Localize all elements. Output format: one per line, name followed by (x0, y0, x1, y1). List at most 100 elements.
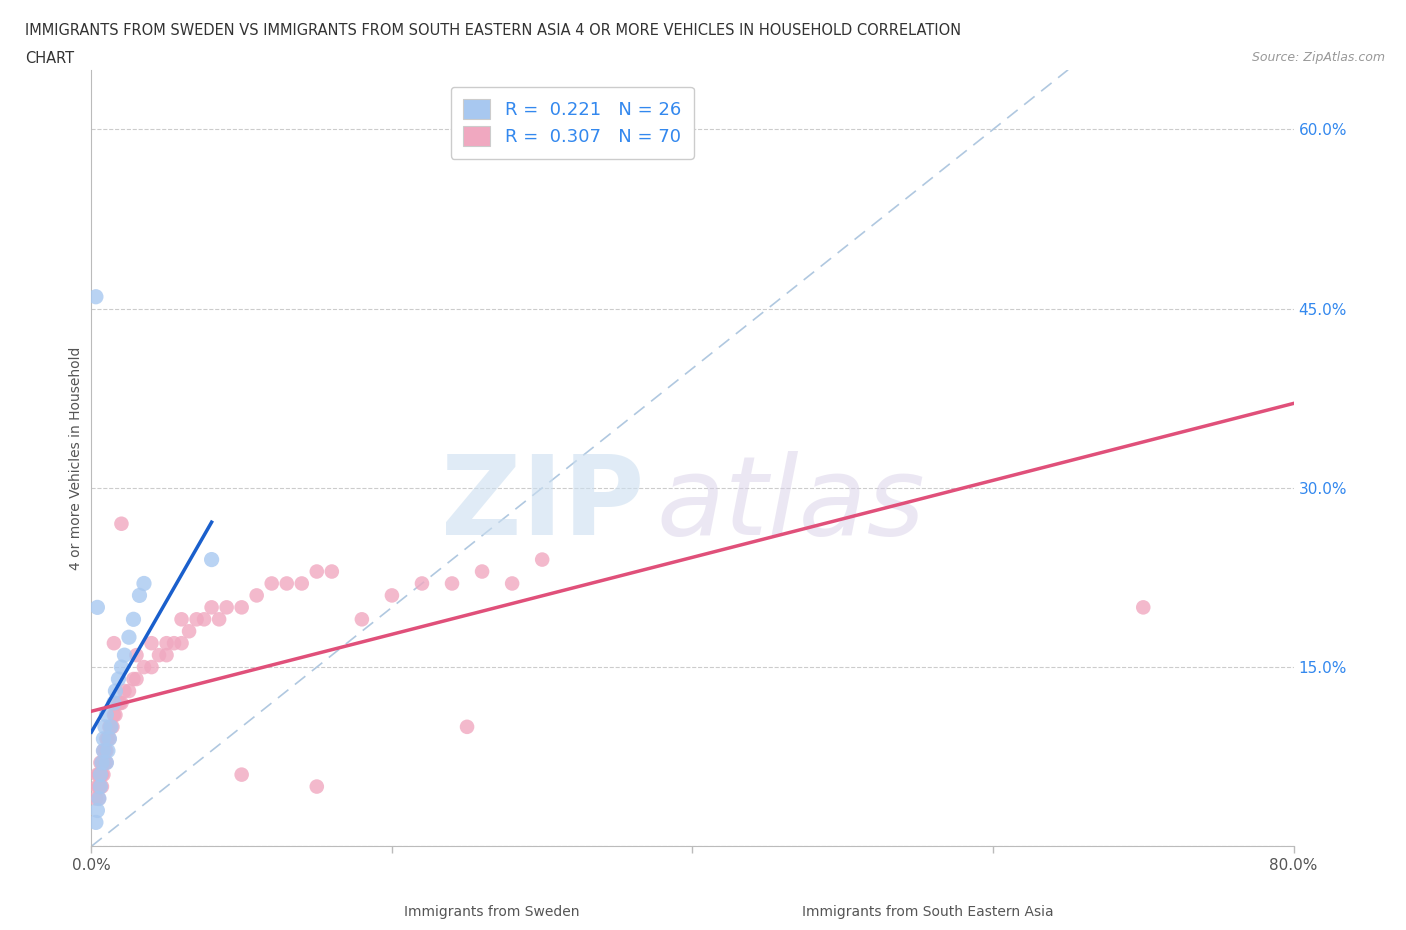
Text: CHART: CHART (25, 51, 75, 66)
Point (87, 791, 110, 806)
Point (86, 600, 108, 615)
Point (170, 636, 193, 651)
Point (125, 671, 148, 686)
Point (215, 600, 238, 615)
Legend: R =  0.221   N = 26, R =  0.307   N = 70: R = 0.221 N = 26, R = 0.307 N = 70 (451, 86, 693, 159)
Point (107, 671, 129, 686)
Point (186, 612, 208, 627)
Point (86, 767, 108, 782)
Point (84, 791, 107, 806)
Point (87, 779, 110, 794)
Point (148, 647, 170, 662)
Point (110, 516, 132, 531)
Point (411, 576, 433, 591)
Point (201, 600, 224, 615)
Point (90, 755, 112, 770)
Point (94, 720, 117, 735)
Point (86, 803, 108, 817)
Point (231, 767, 253, 782)
Point (132, 576, 155, 591)
Point (132, 659, 155, 674)
Point (141, 636, 163, 651)
Point (305, 779, 328, 794)
Point (125, 647, 148, 662)
Point (98, 731, 121, 746)
Point (101, 720, 124, 735)
Point (118, 630, 141, 644)
Point (96, 731, 118, 746)
Point (89, 767, 111, 782)
Point (531, 552, 554, 567)
Point (90, 755, 112, 770)
Point (96, 755, 118, 770)
Point (128, 588, 150, 603)
Point (86, 779, 108, 794)
Point (87, 767, 110, 782)
Y-axis label: 4 or more Vehicles in Household: 4 or more Vehicles in Household (69, 346, 83, 570)
Point (350, 612, 373, 627)
Point (90, 779, 112, 794)
Point (97, 743, 120, 758)
Point (104, 684, 127, 698)
Point (321, 565, 343, 579)
Point (94, 755, 117, 770)
Point (108, 696, 131, 711)
Point (141, 659, 163, 674)
Point (122, 612, 145, 627)
Point (103, 696, 125, 711)
Point (471, 565, 494, 579)
Point (440, 576, 463, 591)
Point (170, 612, 193, 627)
Point (276, 576, 298, 591)
Point (98, 720, 121, 735)
Point (96, 743, 118, 758)
Point (89, 755, 111, 770)
Point (456, 720, 478, 735)
Point (100, 720, 122, 735)
Text: ZIP: ZIP (441, 451, 644, 558)
Point (90, 767, 112, 782)
Point (110, 696, 132, 711)
Point (155, 647, 177, 662)
Text: Immigrants from Sweden: Immigrants from Sweden (405, 905, 579, 919)
Point (84, 289, 107, 304)
Point (201, 552, 224, 567)
Point (104, 708, 127, 723)
Point (98, 731, 121, 746)
Point (177, 624, 200, 639)
Point (114, 684, 136, 698)
Point (107, 696, 129, 711)
Point (87, 791, 110, 806)
Point (110, 659, 132, 674)
Point (163, 636, 186, 651)
Point (93, 731, 115, 746)
Point (97, 731, 120, 746)
Point (89, 767, 111, 782)
Text: Immigrants from South Eastern Asia: Immigrants from South Eastern Asia (803, 905, 1053, 919)
Point (246, 588, 269, 603)
Point (93, 743, 115, 758)
Point (231, 600, 253, 615)
Point (122, 671, 145, 686)
Point (96, 755, 118, 770)
Point (501, 576, 523, 591)
Point (291, 576, 314, 591)
Point (89, 779, 111, 794)
Point (155, 636, 177, 651)
Text: atlas: atlas (657, 451, 925, 558)
Point (100, 720, 122, 735)
Point (114, 647, 136, 662)
Point (96, 708, 118, 723)
Point (260, 576, 283, 591)
Point (93, 743, 115, 758)
Point (381, 588, 404, 603)
Point (103, 708, 125, 723)
Point (89, 779, 111, 794)
Point (93, 755, 115, 770)
Text: Source: ZipAtlas.com: Source: ZipAtlas.com (1251, 51, 1385, 64)
Point (208, 612, 231, 627)
Point (94, 743, 117, 758)
Point (193, 612, 215, 627)
Point (93, 767, 115, 782)
Point (305, 565, 328, 579)
